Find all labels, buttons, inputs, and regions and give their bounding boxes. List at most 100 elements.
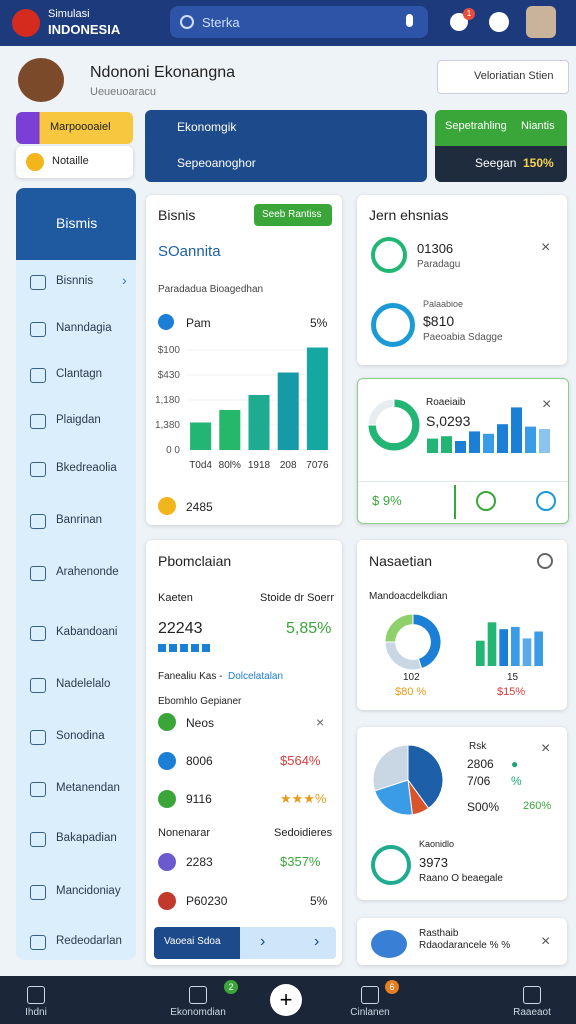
next-icon[interactable]: › — [314, 933, 320, 950]
bar — [539, 429, 550, 453]
nav-label: Cinlanen — [350, 1007, 390, 1018]
action-label: Vaoeai Sdoa — [164, 936, 221, 947]
sidebar-icon — [30, 782, 46, 797]
settings-icon[interactable] — [537, 553, 553, 569]
sidebar-label: Nanndagia — [56, 322, 112, 334]
sidebar-label: Plaigdan — [56, 414, 101, 426]
pie-card: Rsk × 2806 ● 7/06 % S00% 260% Kaonidlo 3… — [357, 727, 567, 900]
summary-card[interactable]: Ekonomgik Sepeoanoghor — [145, 110, 427, 182]
card-title: Jern ehsnias — [369, 207, 449, 223]
row-value: 5% — [310, 894, 328, 908]
avatar[interactable] — [526, 6, 556, 38]
bar — [248, 395, 270, 450]
sidebar-item[interactable]: Metanendan — [16, 774, 136, 804]
link[interactable]: Dolcelatalan — [228, 671, 284, 682]
badge: 6 — [385, 980, 399, 994]
nav-icon[interactable] — [523, 986, 541, 1004]
close-icon[interactable]: × — [541, 239, 551, 256]
legend-mark: % — [511, 774, 522, 788]
bottom-nav: + 2 6 Ihdni Ekonomdian Cinlanen Raaeaot — [0, 976, 576, 1024]
item-icon — [371, 845, 411, 885]
value: 15 — [507, 672, 519, 683]
status-label: Seegan — [475, 156, 517, 170]
close-icon[interactable]: × — [541, 740, 551, 757]
chip[interactable]: Notaille — [16, 146, 133, 178]
sidebar-item[interactable]: Redeodarlan — [16, 927, 136, 957]
search-icon — [180, 15, 194, 29]
x-tick-label: 7076 — [306, 460, 329, 471]
nav-icon[interactable] — [189, 986, 207, 1004]
chip[interactable]: Marpoooaiel — [16, 112, 133, 144]
metric-value: 5% — [310, 316, 328, 330]
add-icon[interactable] — [489, 12, 509, 32]
chip-label: Notaille — [52, 155, 89, 167]
sidebar-item[interactable]: Arahenonde — [16, 558, 136, 588]
x-tick-label: 208 — [280, 460, 297, 471]
y-tick-label: 1,180 — [155, 395, 180, 406]
bar — [277, 372, 299, 450]
sidebar-item[interactable]: Banrinan — [16, 506, 136, 536]
sidebar-item[interactable]: Nanndagia — [16, 314, 136, 344]
legend-mark: 260% — [523, 800, 552, 812]
sidebar-icon — [30, 462, 46, 477]
add-button[interactable]: + — [270, 984, 302, 1016]
profile-button[interactable]: Veloriatian Stien — [437, 60, 569, 94]
sidebar-item[interactable]: Clantagn — [16, 360, 136, 390]
action-icon[interactable] — [536, 491, 556, 511]
sidebar-label: Mancidoniay — [56, 885, 121, 897]
sidebar-header[interactable]: Bismis — [16, 188, 136, 260]
bar-chart — [476, 622, 543, 666]
sidebar-item[interactable]: Bakapadian — [16, 824, 136, 854]
nav-label: Ihdni — [25, 1007, 47, 1018]
notice-title: Rasthaib — [419, 928, 459, 939]
chip-label: Marpoooaiel — [50, 121, 111, 133]
sidebar-item[interactable]: Mancidoniay — [16, 877, 136, 907]
pct: $80 % — [395, 686, 427, 698]
x-tick-label: T0d4 — [189, 460, 212, 471]
sidebar-icon — [30, 678, 46, 693]
logo[interactable] — [12, 9, 40, 37]
action-button[interactable]: Vaoeai Sdoa — [154, 927, 240, 959]
bar — [499, 629, 508, 666]
section-title: Nonenarar — [158, 827, 210, 839]
sidebar-icon — [30, 566, 46, 581]
sidebar-item[interactable]: Bkedreaolia — [16, 454, 136, 484]
notice-card: Rasthaib Rdaodarancele % % × — [357, 918, 567, 965]
sidebar-item[interactable]: Kabandoani — [16, 618, 136, 648]
action-icon[interactable] — [476, 491, 496, 511]
row-icon — [158, 853, 176, 871]
next-icon[interactable]: › — [260, 933, 266, 950]
bar — [219, 410, 241, 450]
sidebar-label: Sonodina — [56, 730, 105, 742]
item-label: Kaonidlo — [419, 839, 455, 849]
bar — [427, 438, 438, 453]
close-icon[interactable]: × — [542, 396, 552, 413]
sidebar-item[interactable]: Sonodina — [16, 722, 136, 752]
item-label: Palaabioe — [423, 299, 464, 309]
search-box[interactable]: Sterka — [170, 6, 428, 38]
bar — [476, 640, 485, 666]
card-button-label: Seeb Rantiss — [262, 209, 322, 220]
card-button[interactable]: Seeb Rantiss — [254, 204, 332, 226]
status-body: Seegan 150% — [435, 146, 567, 182]
ring-chart — [368, 399, 420, 451]
row-value: ★★★% — [280, 791, 327, 806]
nav-icon[interactable] — [361, 986, 379, 1004]
close-icon[interactable]: × — [541, 933, 551, 950]
sidebar-item[interactable]: Plaigdan — [16, 406, 136, 436]
sidebar-item[interactable]: Nadelelalo — [16, 670, 136, 700]
sidebar-icon — [30, 322, 46, 337]
item-sub: Raano O beaegale — [419, 873, 503, 884]
sidebar-label: Banrinan — [56, 514, 103, 526]
bar — [511, 407, 522, 453]
sidebar-item[interactable]: Bisnnis › — [16, 267, 136, 297]
nav-icon[interactable] — [27, 986, 45, 1004]
badge: 2 — [224, 980, 238, 994]
value: 102 — [403, 672, 420, 683]
item-value: 01306 — [417, 241, 454, 256]
card-footer: 2485 — [186, 500, 213, 514]
close-icon[interactable]: × — [316, 714, 325, 730]
status-title: Sepetrahling — [445, 120, 507, 132]
segment — [373, 745, 409, 792]
mic-icon[interactable] — [406, 14, 413, 27]
